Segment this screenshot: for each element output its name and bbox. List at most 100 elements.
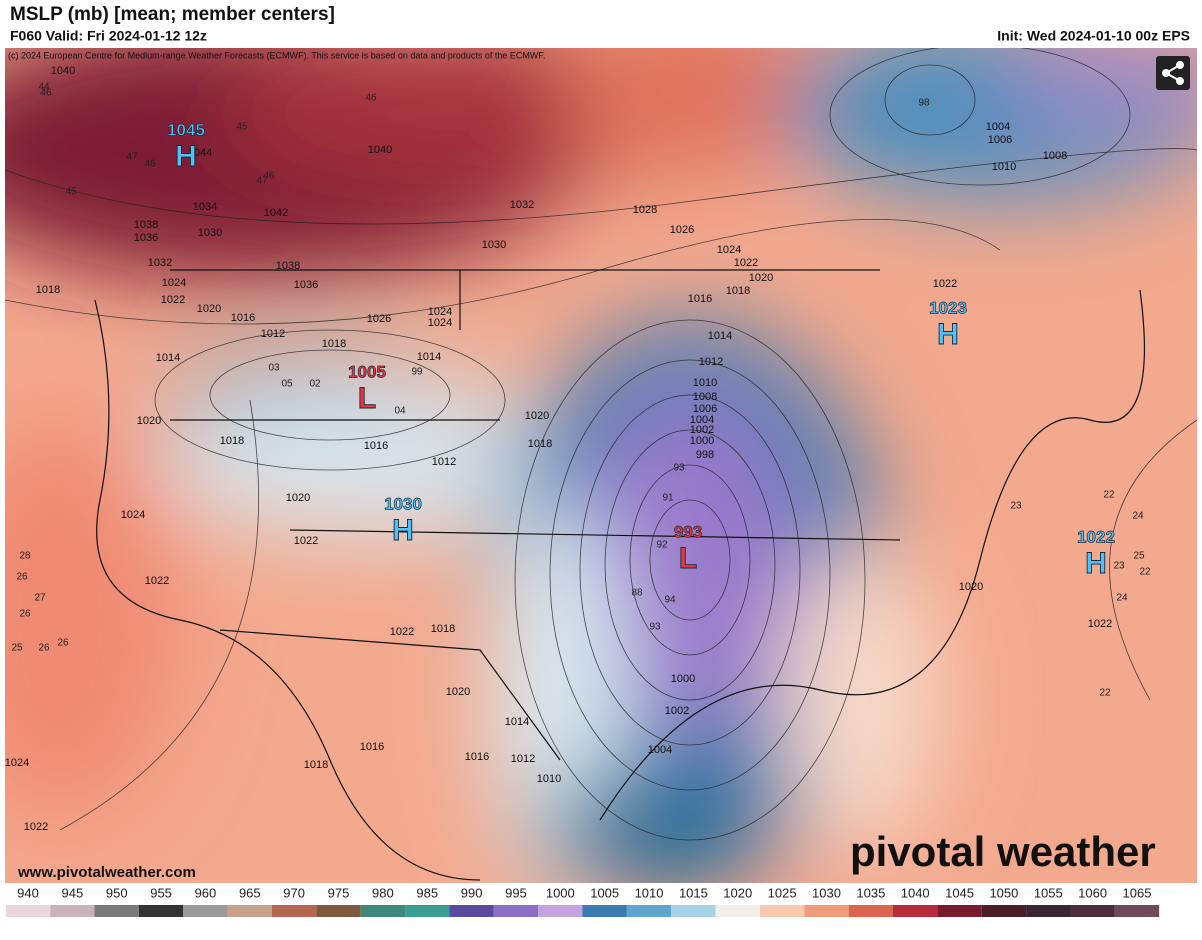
colorbar-tick-label: 995	[505, 885, 527, 900]
isobar-label: 1024	[5, 757, 29, 769]
colorbar-tick-label: 1020	[723, 885, 752, 900]
member-center: 24	[1132, 511, 1144, 522]
isobar-label: 1020	[286, 492, 310, 504]
isobar-label: 1006	[693, 403, 717, 415]
isobar-label: 1020	[446, 686, 470, 698]
colorbar-swatch	[449, 905, 494, 917]
center-letter: H	[1085, 547, 1107, 580]
isobar-label: 1020	[197, 303, 221, 315]
colorbar-tick-label: 1045	[945, 885, 974, 900]
isobar-label: 1022	[734, 257, 758, 269]
colorbar-swatch	[360, 905, 406, 917]
isobar-label: 1014	[708, 330, 732, 342]
member-center: 45	[65, 187, 77, 198]
colorbar-tick-label: 1000	[546, 885, 575, 900]
center-letter: H	[937, 318, 959, 351]
colorbar-tick-label: 990	[461, 885, 483, 900]
member-center: 46	[263, 171, 275, 182]
isobar-label: 1004	[690, 414, 714, 426]
member-center: 92	[656, 540, 668, 551]
member-center: 98	[918, 98, 930, 109]
member-center: 45	[236, 122, 248, 133]
isobar-label: 1044	[188, 147, 212, 159]
colorbar-tick-label: 955	[150, 885, 172, 900]
isobar-label: 1020	[525, 410, 549, 422]
center-value: 1023	[929, 298, 967, 317]
member-center: 26	[16, 572, 28, 583]
isobar-label: 1012	[432, 456, 456, 468]
isobar-label: 1022	[933, 278, 957, 290]
title: MSLP (mb) [mean; member centers]	[10, 4, 335, 25]
isobar-label: 1018	[431, 623, 455, 635]
isobar-label: 1022	[145, 575, 169, 587]
isobar-label: 1002	[665, 705, 689, 717]
member-center: 47	[126, 152, 138, 163]
isobar-label: 1038	[134, 219, 158, 231]
isobar-label: 1040	[51, 65, 75, 77]
colorbar-tick-label: 1015	[679, 885, 708, 900]
colorbar-tick-label: 985	[416, 885, 438, 900]
copyright: (c) 2024 European Centre for Medium-rang…	[8, 50, 545, 60]
colorbar-tick-label: 1060	[1078, 885, 1107, 900]
colorbar-tick-label: 1030	[812, 885, 841, 900]
isobar-label: 998	[696, 449, 714, 461]
isobar-label: 1016	[465, 751, 489, 763]
colorbar-swatch	[804, 905, 849, 917]
isobar-label: 1032	[148, 257, 172, 269]
colorbar-swatch	[1114, 905, 1160, 917]
member-center: 46	[40, 88, 52, 99]
member-center: 94	[664, 595, 676, 606]
isobar-label: 1022	[161, 294, 185, 306]
isobar-label: 1020	[749, 272, 773, 284]
isobar-label: 1018	[36, 284, 60, 296]
colorbar-swatch	[1070, 905, 1115, 917]
isobar-label: 1022	[24, 821, 48, 833]
share-button[interactable]	[1156, 56, 1190, 90]
colorbar-swatch	[94, 905, 139, 917]
isobar-label: 1028	[633, 204, 657, 216]
isobar-label: 1020	[137, 415, 161, 427]
member-center: 26	[19, 609, 31, 620]
isobar-label: 1016	[360, 741, 384, 753]
member-center: 22	[1103, 490, 1115, 501]
isobar-label: 1024	[428, 306, 452, 318]
isobar-label: 1012	[511, 753, 535, 765]
colorbar-tick-label: 975	[328, 885, 350, 900]
map	[5, 48, 1197, 883]
init-time: Init: Wed 2024-01-10 00z EPS	[997, 28, 1190, 44]
isobar-label: 1024	[121, 509, 145, 521]
isobar-label: 1034	[193, 201, 217, 213]
isobar-label: 1014	[417, 351, 441, 363]
isobar-label: 1012	[699, 356, 723, 368]
member-center: 93	[649, 622, 661, 633]
isobar-label: 1000	[671, 673, 695, 685]
url-watermark: www.pivotalweather.com	[17, 864, 196, 881]
isobar-label: 1030	[482, 239, 506, 251]
isobar-label: 1010	[992, 161, 1016, 173]
member-center: 47	[256, 176, 268, 187]
isobar-label: 1040	[368, 144, 392, 156]
isobar-label: 1036	[294, 279, 318, 291]
isobar-label: 1018	[322, 338, 346, 350]
colorbar-swatch	[271, 905, 317, 917]
isobar-label: 1026	[670, 224, 694, 236]
isobar-label: 1024	[428, 317, 452, 329]
colorbar-swatch	[138, 905, 184, 917]
colorbar-swatch	[493, 905, 539, 917]
member-center: 25	[11, 643, 23, 654]
member-center: 02	[309, 379, 321, 390]
member-center: 23	[1113, 561, 1125, 572]
center-value: 993	[674, 522, 702, 541]
colorbar-swatch	[893, 905, 938, 917]
member-center: 05	[281, 379, 293, 390]
colorbar-swatch	[671, 905, 716, 917]
member-center: 46	[365, 93, 377, 104]
isobar-label: 1016	[231, 312, 255, 324]
brand-watermark: pivotal weather	[850, 828, 1156, 875]
colorbar-swatch	[937, 905, 982, 917]
colorbar-tick-label: 950	[106, 885, 128, 900]
center-letter: L	[679, 542, 697, 575]
member-center: 26	[57, 638, 69, 649]
colorbar-tick-label: 1010	[635, 885, 664, 900]
colorbar-tick-label: 940	[17, 885, 39, 900]
